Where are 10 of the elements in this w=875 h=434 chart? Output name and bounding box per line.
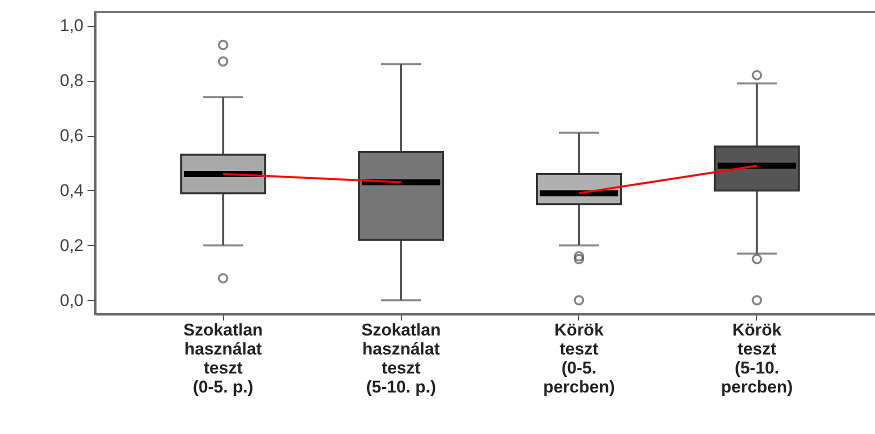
y-tick-label: 0,2: [60, 236, 84, 255]
x-tick-label: Szokatlan használat teszt (0-5. p.): [183, 320, 263, 396]
y-tick-label: 0,8: [60, 71, 84, 90]
y-tick-label: 0,4: [60, 180, 84, 200]
x-tick-label: Körök teszt (5-10. percben): [720, 320, 793, 396]
x-tick-label: Körök teszt (0-5. percben): [543, 320, 615, 396]
y-tick-label: 0,0: [60, 290, 84, 310]
x-tick-label: Szokatlan használat teszt (5-10. p.): [361, 320, 441, 396]
y-tick-label: 0,6: [60, 126, 84, 146]
y-tick-label: 1,0: [60, 16, 84, 36]
